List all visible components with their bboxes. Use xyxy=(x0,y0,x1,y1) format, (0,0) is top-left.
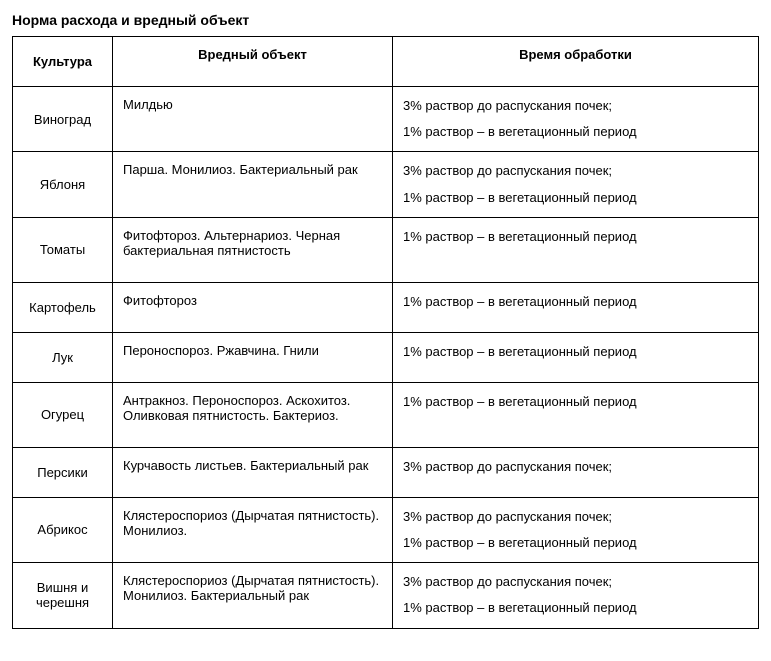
cell-time: 1% раствор – в вегетационный период xyxy=(393,217,759,282)
time-line: 1% раствор – в вегетационный период xyxy=(403,123,748,141)
cell-harm: Пероноспороз. Ржавчина. Гнили xyxy=(113,332,393,382)
cell-harm: Клястероспориоз (Дырчатая пятнистость). … xyxy=(113,497,393,562)
time-line: 1% раствор – в вегетационный период xyxy=(403,189,748,207)
cell-harm: Парша. Монилиоз. Бактериальный рак xyxy=(113,152,393,217)
time-line: 3% раствор до распускания почек; xyxy=(403,508,748,526)
time-line: 3% раствор до распускания почек; xyxy=(403,162,748,180)
table-row: ВиноградМилдью3% раствор до распускания … xyxy=(13,87,759,152)
table-row: Вишня и черешняКлястероспориоз (Дырчатая… xyxy=(13,563,759,628)
table-row: ПерсикиКурчавость листьев. Бактериальный… xyxy=(13,447,759,497)
cell-culture: Огурец xyxy=(13,382,113,447)
time-line: 1% раствор – в вегетационный период xyxy=(403,599,748,617)
cell-time: 3% раствор до распускания почек; 1% раств… xyxy=(393,87,759,152)
cell-time: 3% раствор до распускания почек; 1% раств… xyxy=(393,563,759,628)
cell-harm: Фитофтороз xyxy=(113,282,393,332)
cell-culture: Вишня и черешня xyxy=(13,563,113,628)
table-row: ЯблоняПарша. Монилиоз. Бактериальный рак… xyxy=(13,152,759,217)
cell-culture: Картофель xyxy=(13,282,113,332)
table-row: ЛукПероноспороз. Ржавчина. Гнили 1% раств… xyxy=(13,332,759,382)
cell-culture: Абрикос xyxy=(13,497,113,562)
cell-culture: Виноград xyxy=(13,87,113,152)
time-line: 3% раствор до распускания почек; xyxy=(403,97,748,115)
cell-culture: Яблоня xyxy=(13,152,113,217)
time-line: 1% раствор – в вегетационный период xyxy=(403,228,748,246)
cell-harm: Антракноз. Пероноспороз. Аскохитоз. Олив… xyxy=(113,382,393,447)
cell-harm: Милдью xyxy=(113,87,393,152)
col-header-time: Время обработки xyxy=(393,37,759,87)
cell-time: 1% раствор – в вегетационный период xyxy=(393,332,759,382)
cell-time: 3% раствор до распускания почек; xyxy=(393,447,759,497)
time-line: 1% раствор – в вегетационный период xyxy=(403,343,748,361)
cell-time: 3% раствор до распускания почек; 1% раств… xyxy=(393,497,759,562)
col-header-culture: Культура xyxy=(13,37,113,87)
time-line: 3% раствор до распускания почек; xyxy=(403,458,748,476)
cell-culture: Персики xyxy=(13,447,113,497)
time-line: 1% раствор – в вегетационный период xyxy=(403,534,748,552)
cell-time: 1% раствор – в вегетационный период xyxy=(393,382,759,447)
time-line: 3% раствор до распускания почек; xyxy=(403,573,748,591)
table-row: Абрикос Клястероспориоз (Дырчатая пятнис… xyxy=(13,497,759,562)
time-line: 1% раствор – в вегетационный период xyxy=(403,293,748,311)
cell-time: 1% раствор – в вегетационный период xyxy=(393,282,759,332)
cell-harm: Курчавость листьев. Бактериальный рак xyxy=(113,447,393,497)
col-header-harm: Вредный объект xyxy=(113,37,393,87)
table-row: ТоматыФитофтороз. Альтернариоз. Черная б… xyxy=(13,217,759,282)
table-row: КартофельФитофтороз 1% раствор – в вегета… xyxy=(13,282,759,332)
table-header-row: Культура Вредный объект Время обработки xyxy=(13,37,759,87)
time-line: 1% раствор – в вегетационный период xyxy=(403,393,748,411)
usage-table: Культура Вредный объект Время обработки … xyxy=(12,36,759,629)
table-row: ОгурецАнтракноз. Пероноспороз. Аскохитоз… xyxy=(13,382,759,447)
cell-culture: Томаты xyxy=(13,217,113,282)
cell-harm: Клястероспориоз (Дырчатая пятнистость). … xyxy=(113,563,393,628)
cell-harm: Фитофтороз. Альтернариоз. Черная бактери… xyxy=(113,217,393,282)
cell-culture: Лук xyxy=(13,332,113,382)
cell-time: 3% раствор до распускания почек; 1% раств… xyxy=(393,152,759,217)
page-title: Норма расхода и вредный объект xyxy=(12,12,759,28)
